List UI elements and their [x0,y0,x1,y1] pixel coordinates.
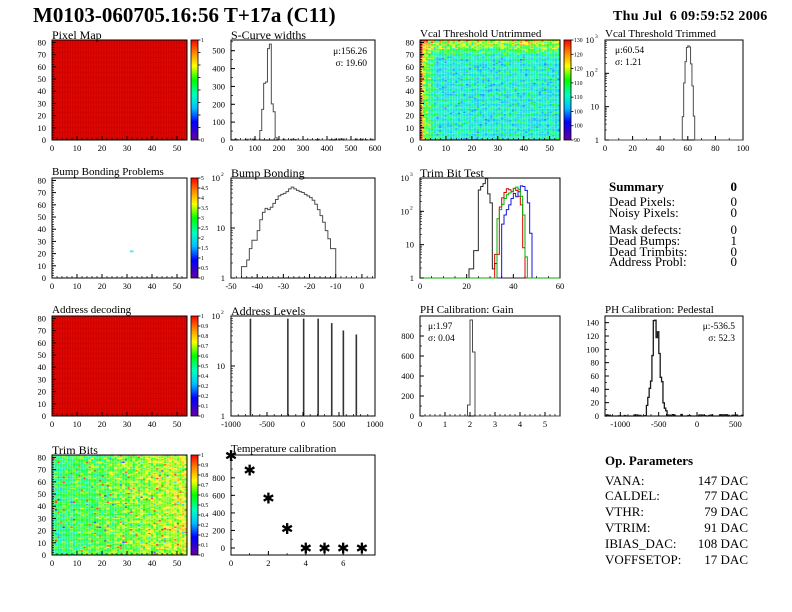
svg-text:40: 40 [148,143,157,153]
svg-text:30: 30 [38,98,47,108]
svg-text:50: 50 [173,143,182,153]
svg-text:60: 60 [38,62,47,72]
svg-text:1: 1 [201,38,204,44]
svg-text:0: 0 [50,143,54,153]
svg-text:0: 0 [221,135,225,145]
svg-text:40: 40 [38,86,47,96]
svg-text:400: 400 [212,64,225,74]
svg-text:30: 30 [123,143,132,153]
svg-text:10: 10 [38,123,47,133]
svg-text:600: 600 [369,143,382,153]
svg-text:80: 80 [38,37,47,47]
svg-text:500: 500 [212,46,225,56]
svg-text:300: 300 [297,143,310,153]
svg-text:20: 20 [98,143,107,153]
svg-text:0: 0 [201,138,204,144]
svg-text:20: 20 [38,111,47,121]
svg-text:μ:156.26: μ:156.26 [333,47,367,57]
svg-text:0: 0 [42,135,46,145]
svg-text:σ: 19.60: σ: 19.60 [335,59,367,69]
svg-text:200: 200 [273,143,286,153]
svg-text:50: 50 [38,74,47,84]
svg-text:10: 10 [73,143,82,153]
svg-text:200: 200 [212,99,225,109]
svg-text:100: 100 [249,143,262,153]
svg-text:0: 0 [229,143,233,153]
svg-text:400: 400 [321,143,334,153]
svg-text:500: 500 [345,143,358,153]
svg-text:70: 70 [38,50,47,60]
svg-text:300: 300 [212,81,225,91]
svg-text:100: 100 [212,117,225,127]
